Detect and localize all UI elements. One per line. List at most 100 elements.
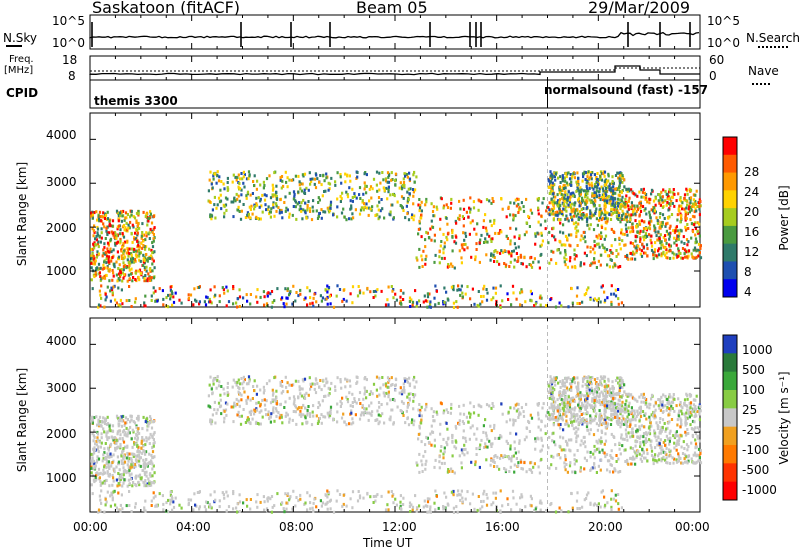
power-cell xyxy=(562,223,565,227)
velocity-cell xyxy=(211,413,214,417)
power-cell xyxy=(241,177,244,181)
nsky-trace xyxy=(89,31,700,39)
power-cell xyxy=(520,201,523,205)
power-cell xyxy=(687,227,690,230)
power-cell xyxy=(549,182,552,186)
velocity-cell xyxy=(435,410,438,414)
power-cell xyxy=(649,238,652,242)
power-cell xyxy=(569,256,572,260)
power-cell xyxy=(612,199,615,203)
power-cell xyxy=(350,206,353,210)
velocity-cell xyxy=(520,406,523,410)
power-cell xyxy=(322,210,325,214)
power-cell xyxy=(359,197,362,200)
velocity-cell xyxy=(530,470,534,474)
power-cell xyxy=(670,199,673,203)
power-cell xyxy=(673,231,676,235)
power-cell xyxy=(93,261,96,265)
power-cell xyxy=(426,231,429,235)
power-cell xyxy=(653,209,656,213)
velocity-cell xyxy=(402,386,406,389)
power-cell xyxy=(145,234,148,238)
power-cell xyxy=(618,185,621,189)
power-cell xyxy=(680,216,683,220)
power-cell xyxy=(666,194,670,198)
velocity-cell xyxy=(591,389,594,393)
velocity-cell xyxy=(115,478,118,482)
power-cell xyxy=(667,249,670,253)
velocity-cell xyxy=(565,463,568,466)
velocity-cell xyxy=(525,470,528,474)
power-cell xyxy=(108,269,111,273)
velocity-cell xyxy=(290,383,293,387)
power-cell xyxy=(680,240,683,244)
velocity-cell xyxy=(93,416,96,420)
power-cell xyxy=(309,210,312,213)
power-cell xyxy=(564,243,567,247)
velocity-cell xyxy=(307,393,310,397)
power-cell xyxy=(106,247,109,251)
velocity-cell xyxy=(115,438,118,442)
power-cell xyxy=(106,233,109,236)
power-cell xyxy=(585,254,588,258)
power-cell xyxy=(286,208,289,212)
power-cell xyxy=(584,178,587,181)
power-cell xyxy=(589,223,592,227)
power-cell xyxy=(672,191,675,195)
velocity-cell xyxy=(532,465,535,469)
velocity-cell xyxy=(567,410,570,414)
power-cell xyxy=(145,265,148,269)
power-cell xyxy=(321,296,324,300)
velocity-cell xyxy=(579,397,582,401)
velocity-cell xyxy=(509,444,512,448)
power-cell xyxy=(565,175,568,179)
power-cell xyxy=(694,237,698,241)
power-cell xyxy=(90,256,93,260)
velocity-cell xyxy=(220,385,223,388)
power-cell xyxy=(123,240,127,244)
velocity-cell xyxy=(582,412,585,416)
velocity-cell xyxy=(559,423,562,426)
power-cell xyxy=(611,211,614,215)
power-cell xyxy=(583,293,586,297)
power-cell xyxy=(690,208,693,212)
power-cell xyxy=(429,302,432,306)
power-cell xyxy=(600,172,604,176)
power-cell xyxy=(517,197,520,201)
velocity-cell xyxy=(554,418,557,422)
power-cell xyxy=(621,189,624,192)
power-cell xyxy=(604,298,607,302)
power-cell xyxy=(240,209,243,213)
velocity-cell xyxy=(569,417,572,421)
power-cell xyxy=(334,180,337,184)
power-cell xyxy=(348,217,351,221)
power-cell xyxy=(431,225,435,229)
velocity-cell xyxy=(253,412,256,416)
power-cell xyxy=(635,250,638,254)
power-cell xyxy=(534,302,537,306)
power-cell xyxy=(115,233,118,237)
power-cell xyxy=(100,215,103,219)
power-cell xyxy=(128,268,131,272)
power-cell xyxy=(694,203,698,206)
power-cell xyxy=(280,186,283,190)
power-cell xyxy=(451,229,454,233)
power-cell xyxy=(553,235,556,239)
velocity-cell xyxy=(340,386,343,390)
power-cell xyxy=(385,179,388,183)
power-cell xyxy=(113,235,116,239)
velocity-cell xyxy=(406,380,409,384)
power-cell xyxy=(656,219,659,222)
power-cell xyxy=(679,220,682,224)
power-cell xyxy=(238,177,242,181)
power-cell xyxy=(579,238,582,242)
power-cell xyxy=(193,287,196,291)
power-cell xyxy=(308,289,311,293)
power-cell xyxy=(391,193,395,196)
power-cell xyxy=(259,197,262,201)
power-cell xyxy=(571,191,574,195)
power-cell xyxy=(443,245,446,249)
power-cell xyxy=(538,296,542,300)
power-cell xyxy=(587,181,590,185)
power-cell xyxy=(539,294,542,298)
